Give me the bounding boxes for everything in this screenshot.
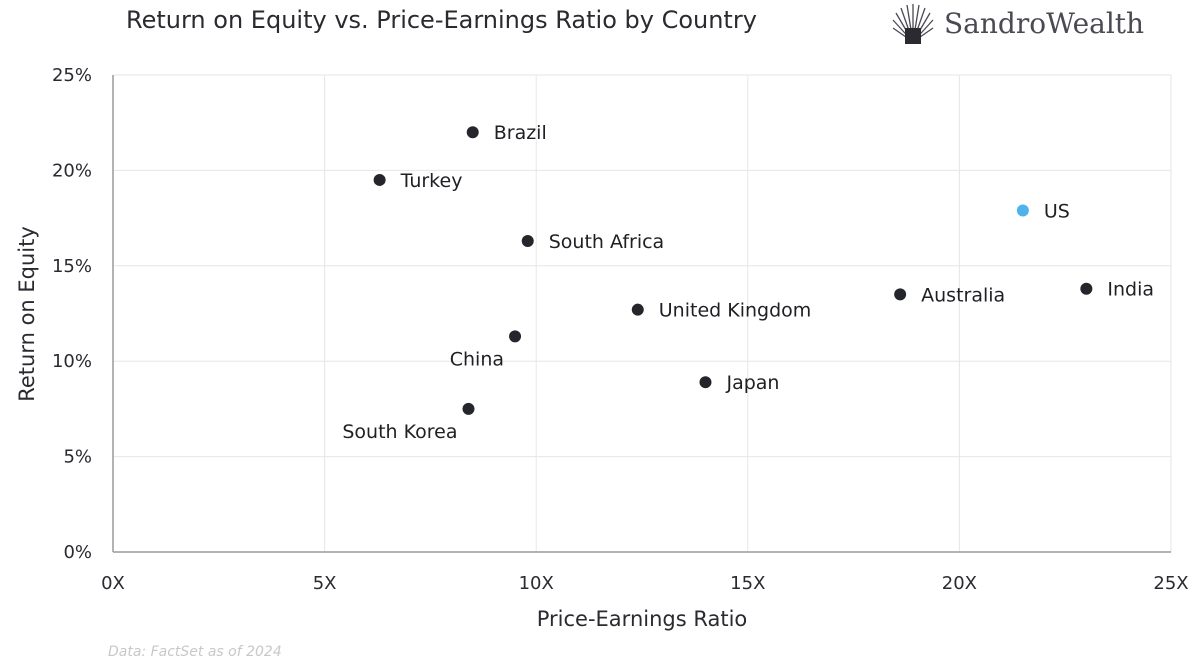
data-point — [1080, 282, 1093, 295]
data-point-label: Japan — [725, 372, 779, 394]
y-tick-label: 10% — [52, 351, 92, 372]
y-axis-title: Return on Equity — [15, 226, 39, 402]
chart-ticks: 0% 5% 10% 15% 20% 25% 0X 5X 10X 15X 20X 25X — [52, 65, 1189, 594]
chart-grid — [113, 74, 1172, 552]
data-point — [509, 330, 522, 343]
brand-name: SandroWealth — [944, 6, 1145, 40]
x-tick-label: 10X — [519, 573, 554, 594]
data-point-label: US — [1044, 200, 1070, 222]
data-point — [699, 376, 712, 389]
x-tick-label: 20X — [942, 573, 977, 594]
chart-points: Brazil Turkey South Africa United Kingdom Ch… — [342, 122, 1154, 443]
x-tick-label: 15X — [730, 573, 765, 594]
data-point-label: India — [1107, 279, 1154, 301]
data-point — [631, 303, 644, 316]
data-point-label: Brazil — [494, 122, 547, 144]
data-point-label: South Africa — [549, 231, 664, 253]
brand-logo: SandroWealth — [892, 2, 1144, 44]
data-point — [521, 234, 534, 247]
sunburst-logo-icon — [892, 4, 934, 44]
y-tick-label: 5% — [63, 447, 92, 468]
data-point — [462, 402, 475, 415]
x-tick-label: 0X — [101, 573, 125, 594]
data-point-label: Australia — [921, 284, 1005, 306]
data-point — [1016, 204, 1029, 217]
y-tick-label: 0% — [63, 542, 92, 563]
x-axis-title: Price-Earnings Ratio — [537, 607, 748, 631]
y-tick-label: 25% — [52, 65, 92, 86]
chart-title: Return on Equity vs. Price-Earnings Rati… — [126, 6, 757, 34]
y-tick-label: 20% — [52, 160, 92, 181]
data-point — [373, 173, 386, 186]
data-point-label: South Korea — [342, 421, 457, 443]
data-point-label: United Kingdom — [659, 300, 812, 322]
y-tick-label: 15% — [52, 256, 92, 277]
data-point-label: Turkey — [400, 170, 463, 192]
x-tick-label: 25X — [1153, 573, 1188, 594]
data-point — [894, 288, 907, 301]
source-note: Data: FactSet as of 2024 — [108, 644, 282, 660]
x-tick-label: 5X — [313, 573, 337, 594]
data-point-label: China — [450, 348, 504, 370]
chart-axes — [112, 75, 1171, 553]
data-point — [466, 126, 479, 139]
